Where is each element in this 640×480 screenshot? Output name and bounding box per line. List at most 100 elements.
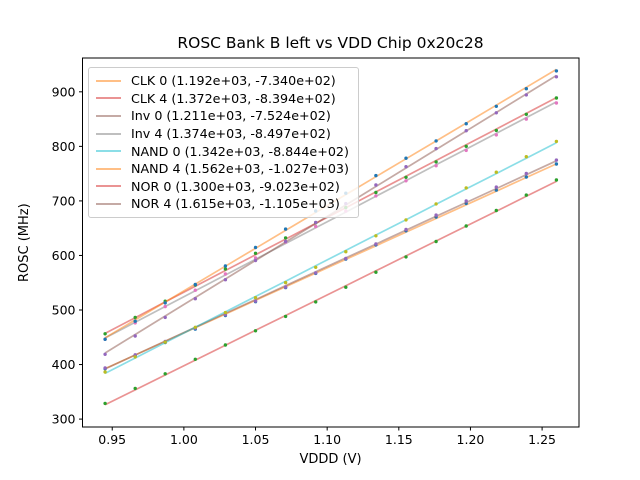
data-point-nor-0 xyxy=(494,208,498,213)
legend-label-clk-4: CLK 4 (1.372e+03, -8.394e+02) xyxy=(131,90,336,106)
data-point-nand-4 xyxy=(494,104,498,109)
legend-swatch-clk-0 xyxy=(96,79,121,82)
y-tick-label: 900 xyxy=(52,84,76,99)
legend-entry-clk-0: CLK 0 (1.192e+03, -7.340e+02) xyxy=(96,72,349,90)
legend-swatch-nand-0 xyxy=(96,150,121,153)
legend-entry-nand-4: NAND 4 (1.562e+03, -1.027e+03) xyxy=(96,160,349,178)
legend-entry-nor-0: NOR 0 (1.300e+03, -9.023e+02) xyxy=(96,178,349,196)
data-point-nand-0 xyxy=(374,234,378,238)
data-point-nand-4 xyxy=(524,87,528,91)
fit-line-inv-4 xyxy=(104,101,557,339)
legend-swatch-inv-0 xyxy=(96,114,121,117)
data-point-clk-4 xyxy=(283,236,288,240)
data-point-inv-4 xyxy=(464,148,468,153)
data-point-nor-0 xyxy=(344,285,348,289)
legend-label-nand-0: NAND 0 (1.342e+03, -8.844e+02) xyxy=(131,143,349,159)
data-point-nor-0 xyxy=(464,224,468,228)
data-point-nor-0 xyxy=(434,239,438,244)
data-point-clk-4 xyxy=(223,267,228,271)
data-point-clk-0 xyxy=(554,162,559,166)
data-point-inv-4 xyxy=(554,101,559,105)
data-point-inv-4 xyxy=(223,272,228,276)
data-point-nor-4 xyxy=(464,129,468,133)
data-point-nand-0 xyxy=(404,218,408,222)
data-point-nand-4 xyxy=(404,156,408,160)
legend-label-clk-0: CLK 0 (1.192e+03, -7.340e+02) xyxy=(131,73,336,89)
data-point-nand-0 xyxy=(163,340,167,344)
data-point-nand-0 xyxy=(283,280,288,285)
data-point-nand-0 xyxy=(133,355,137,359)
data-point-clk-0 xyxy=(524,175,528,179)
data-point-clk-4 xyxy=(524,112,528,117)
data-point-inv-4 xyxy=(494,133,498,137)
data-point-inv-4 xyxy=(163,304,167,309)
legend-entry-clk-4: CLK 4 (1.372e+03, -8.394e+02) xyxy=(96,90,349,108)
data-point-inv-0 xyxy=(314,271,318,275)
data-point-inv-0 xyxy=(464,199,468,203)
data-point-nand-0 xyxy=(554,139,559,144)
data-point-nor-4 xyxy=(163,315,167,320)
data-point-nor-4 xyxy=(223,278,228,282)
data-point-nor-0 xyxy=(133,386,137,391)
data-point-nand-0 xyxy=(223,310,228,315)
y-tick-label: 800 xyxy=(52,139,76,154)
data-point-nor-4 xyxy=(434,146,438,151)
data-point-nor-4 xyxy=(193,297,197,301)
data-point-nand-4 xyxy=(193,282,197,287)
data-point-nor-4 xyxy=(404,165,408,169)
data-point-nand-4 xyxy=(374,173,378,178)
legend-label-nand-4: NAND 4 (1.562e+03, -1.027e+03) xyxy=(131,161,349,177)
data-point-nand-0 xyxy=(103,370,107,374)
y-axis-label: ROSC (MHz) xyxy=(17,203,32,282)
x-axis-label: VDDD (V) xyxy=(299,452,362,467)
y-tick-label: 500 xyxy=(52,303,76,318)
data-point-clk-4 xyxy=(554,96,559,100)
data-point-inv-0 xyxy=(283,285,288,289)
data-point-inv-0 xyxy=(253,299,258,303)
legend-label-nor-4: NOR 4 (1.615e+03, -1.105e+03) xyxy=(131,196,340,212)
data-point-clk-4 xyxy=(103,332,107,336)
data-point-nand-4 xyxy=(283,227,288,231)
x-tick-label: 1.00 xyxy=(170,432,198,447)
data-point-nand-0 xyxy=(344,250,348,254)
y-tick-label: 400 xyxy=(52,357,76,372)
data-point-inv-0 xyxy=(103,366,107,370)
data-point-nor-4 xyxy=(253,258,258,263)
data-point-inv-0 xyxy=(494,185,498,189)
data-point-clk-4 xyxy=(464,144,468,148)
x-tick-label: 1.15 xyxy=(385,432,413,447)
legend-swatch-nor-4 xyxy=(96,202,121,205)
data-point-nor-0 xyxy=(374,270,378,274)
data-point-nand-4 xyxy=(253,245,258,250)
legend-entry-inv-4: Inv 4 (1.374e+03, -8.497e+02) xyxy=(96,125,349,143)
data-point-clk-4 xyxy=(494,128,498,133)
data-point-nor-0 xyxy=(283,314,288,319)
data-point-nor-4 xyxy=(524,93,528,97)
data-point-clk-4 xyxy=(404,175,408,179)
data-point-inv-0 xyxy=(524,171,528,176)
y-tick-label: 600 xyxy=(52,248,76,263)
legend-entry-nor-4: NOR 4 (1.615e+03, -1.105e+03) xyxy=(96,195,349,213)
data-point-nand-4 xyxy=(554,69,559,73)
data-point-nand-0 xyxy=(434,202,438,206)
data-point-nor-4 xyxy=(103,352,107,356)
data-point-nand-0 xyxy=(253,296,258,300)
legend-entry-inv-0: Inv 0 (1.211e+03, -7.524e+02) xyxy=(96,107,349,125)
legend-entry-nand-0: NAND 0 (1.342e+03, -8.844e+02) xyxy=(96,142,349,160)
data-point-clk-4 xyxy=(374,190,378,195)
y-tick-label: 700 xyxy=(52,193,76,208)
data-point-nor-0 xyxy=(314,300,318,304)
data-point-nor-4 xyxy=(283,239,288,244)
x-tick-label: 1.05 xyxy=(242,432,270,447)
x-tick-label: 1.25 xyxy=(528,432,556,447)
legend-swatch-nand-4 xyxy=(96,167,121,170)
data-point-nand-4 xyxy=(163,301,167,305)
data-point-nand-0 xyxy=(464,186,468,190)
data-point-nor-4 xyxy=(374,183,378,187)
data-point-nor-0 xyxy=(253,329,258,333)
data-point-nand-0 xyxy=(494,170,498,174)
data-point-inv-4 xyxy=(524,117,528,121)
legend-label-nor-0: NOR 0 (1.300e+03, -9.023e+02) xyxy=(131,178,340,194)
x-tick-label: 1.20 xyxy=(457,432,485,447)
